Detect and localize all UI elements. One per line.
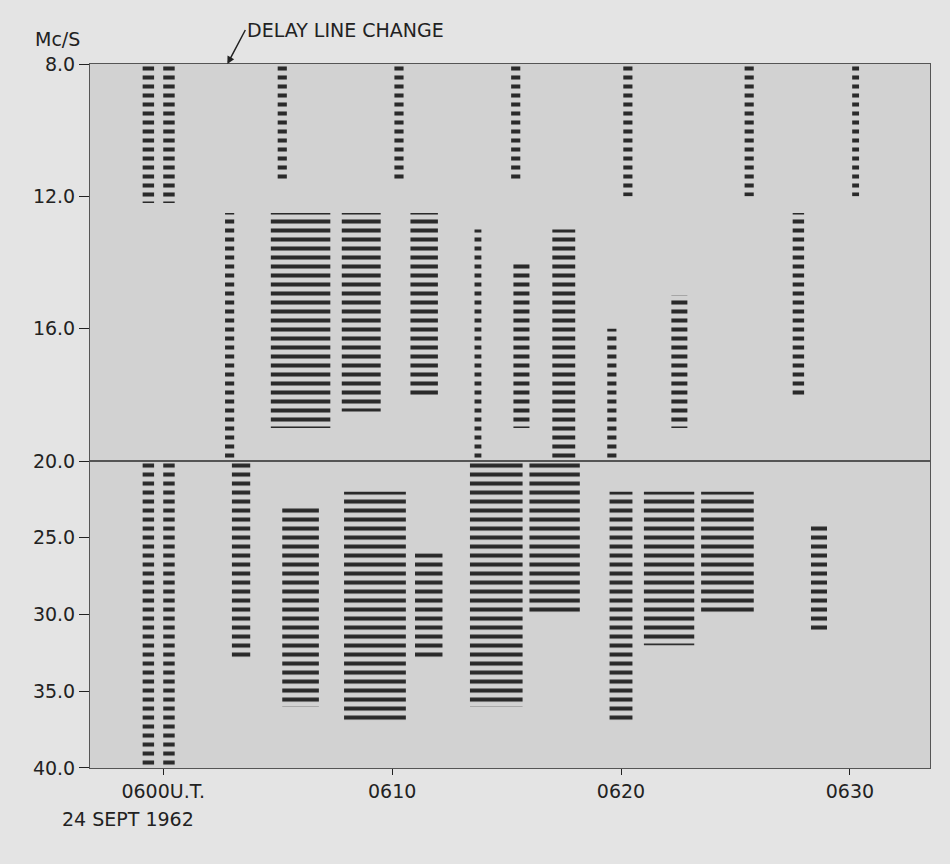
svg-text:12.0: 12.0 (33, 185, 75, 207)
svg-text:0600U.T.: 0600U.T. (121, 780, 205, 802)
svg-text:DELAY LINE CHANGE: DELAY LINE CHANGE (247, 19, 444, 41)
svg-text:8.0: 8.0 (45, 53, 75, 75)
svg-text:24 SEPT 1962: 24 SEPT 1962 (62, 808, 194, 830)
svg-text:16.0: 16.0 (33, 317, 75, 339)
svg-text:0610: 0610 (368, 780, 416, 802)
svg-text:35.0: 35.0 (33, 680, 75, 702)
svg-text:40.0: 40.0 (33, 757, 75, 779)
svg-text:0630: 0630 (826, 780, 874, 802)
svg-text:0620: 0620 (597, 780, 645, 802)
svg-text:25.0: 25.0 (33, 526, 75, 548)
svg-text:30.0: 30.0 (33, 603, 75, 625)
svg-text:20.0: 20.0 (33, 450, 75, 472)
svg-text:Mc/S: Mc/S (35, 28, 80, 50)
